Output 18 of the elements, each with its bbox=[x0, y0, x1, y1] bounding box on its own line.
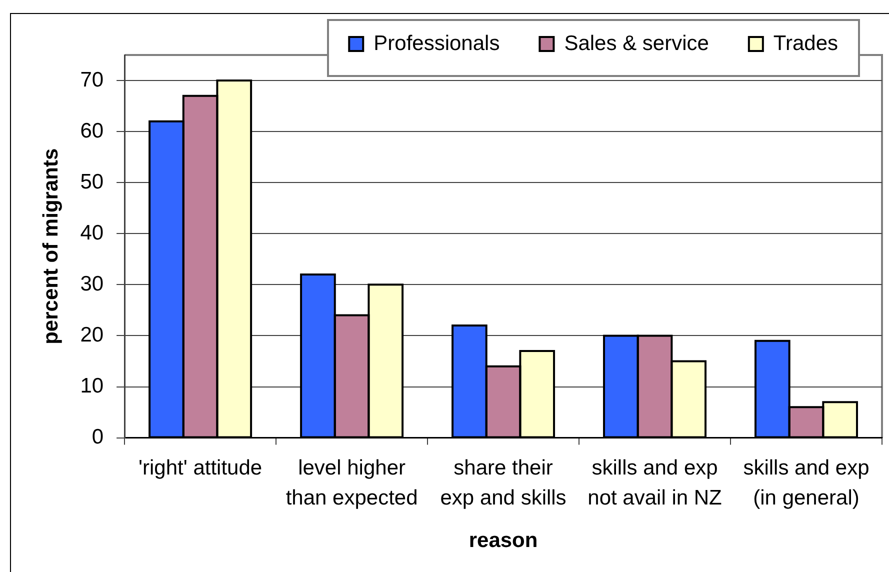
x-tick-label: 'right' attitude bbox=[138, 456, 262, 480]
y-tick-label: 70 bbox=[80, 68, 104, 92]
x-tick-label: level higher than expected bbox=[286, 456, 418, 510]
x-axis-title: reason bbox=[468, 529, 538, 552]
y-axis-title: percent of migrants bbox=[39, 148, 62, 344]
legend-label: Sales & service bbox=[564, 32, 709, 55]
y-tick-label: 0 bbox=[92, 426, 104, 449]
y-tick-label: 30 bbox=[80, 272, 104, 296]
y-tick-label: 20 bbox=[80, 324, 104, 347]
y-tick-label: 50 bbox=[80, 170, 104, 194]
x-tick-label: skills and exp (in general) bbox=[743, 456, 870, 510]
y-tick-label: 10 bbox=[80, 374, 104, 398]
x-tick-label: skills and exp not avail in NZ bbox=[588, 456, 722, 510]
y-tick-label: 60 bbox=[80, 119, 104, 142]
legend-label: Professionals bbox=[374, 32, 500, 55]
y-tick-label: 40 bbox=[80, 221, 104, 244]
x-tick-label: share their exp and skills bbox=[440, 456, 566, 510]
legend-label: Trades bbox=[773, 32, 838, 55]
